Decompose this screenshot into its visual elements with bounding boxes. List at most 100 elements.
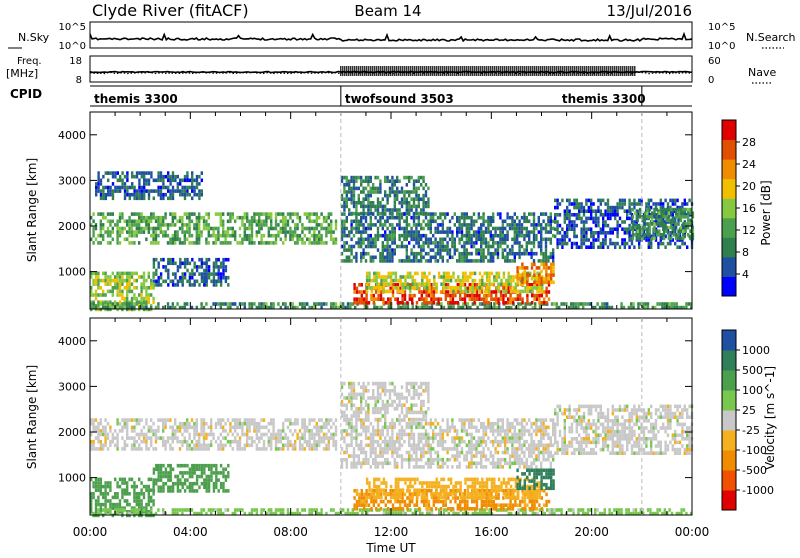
heatmap-cell: [251, 444, 253, 448]
heatmap-cell: [396, 194, 398, 198]
heatmap-cell: [210, 444, 212, 448]
heatmap-cell: [400, 290, 402, 294]
heatmap-cell: [186, 422, 188, 426]
heatmap-cell: [487, 241, 489, 245]
heatmap-cell: [107, 227, 109, 231]
heatmap-cell: [186, 227, 188, 231]
heatmap-cell: [145, 302, 147, 306]
heatmap-cell: [362, 227, 364, 231]
heatmap-cell: [650, 242, 652, 246]
heatmap-cell: [568, 224, 570, 228]
heatmap-cell: [172, 179, 174, 183]
heatmap-cell: [133, 429, 135, 433]
heatmap-cell: [299, 234, 301, 238]
heatmap-cell: [224, 422, 226, 426]
heatmap-cell: [170, 262, 172, 266]
heatmap-cell: [198, 220, 200, 224]
heatmap-cell: [466, 234, 468, 238]
heatmap-cell: [275, 234, 277, 238]
heatmap-cell: [284, 223, 286, 227]
heatmap-cell: [409, 272, 411, 276]
heatmap-cell: [521, 301, 523, 305]
heatmap-cell: [313, 440, 315, 444]
heatmap-cell: [181, 444, 183, 448]
heatmap-cell: [126, 282, 128, 286]
heatmap-cell: [461, 223, 463, 227]
heatmap-cell: [220, 265, 222, 269]
heatmap-cell: [92, 447, 94, 451]
heatmap-cell: [596, 302, 598, 306]
heatmap-cell: [95, 418, 97, 422]
heatmap-cell: [505, 282, 507, 286]
heatmap-cell: [389, 187, 391, 191]
heatmap-cell: [152, 282, 154, 286]
heatmap-cell: [437, 223, 439, 227]
heatmap-cell: [184, 197, 186, 201]
heatmap-cell: [485, 227, 487, 231]
heatmap-cell: [222, 262, 224, 266]
heatmap-cell: [367, 176, 369, 180]
heatmap-cell: [203, 269, 205, 273]
heatmap-cell: [432, 241, 434, 245]
heatmap-cell: [136, 496, 138, 500]
heatmap-cell: [385, 290, 387, 294]
heatmap-cell: [263, 220, 265, 224]
heatmap-cell: [140, 429, 142, 433]
heatmap-cell: [292, 220, 294, 224]
heatmap-cell: [325, 216, 327, 220]
heatmap-cell: [229, 212, 231, 216]
heatmap-cell: [479, 302, 481, 306]
heatmap-cell: [263, 212, 265, 216]
heatmap-cell: [109, 426, 111, 430]
heatmap-cell: [388, 272, 390, 276]
heatmap-cell: [428, 286, 430, 290]
heatmap-cell: [275, 212, 277, 216]
heatmap-cell: [246, 433, 248, 437]
heatmap-cell: [186, 186, 188, 190]
heatmap-cell: [621, 220, 623, 224]
heatmap-cell: [430, 212, 432, 216]
heatmap-cell: [208, 478, 210, 482]
heatmap-cell: [284, 436, 286, 440]
heatmap-cell: [92, 272, 94, 276]
heatmap-cell: [205, 223, 207, 227]
heatmap-cell: [128, 302, 130, 306]
heatmap-cell: [590, 213, 592, 217]
heatmap-cell: [470, 259, 472, 263]
heatmap-cell: [449, 301, 451, 305]
heatmap-cell: [330, 238, 332, 242]
heatmap-cell: [524, 270, 526, 274]
heatmap-cell: [198, 212, 200, 216]
heatmap-cell: [304, 212, 306, 216]
heatmap-cell: [481, 286, 483, 290]
heatmap-cell: [210, 422, 212, 426]
heatmap-cell: [571, 213, 573, 217]
heatmap-cell: [448, 275, 450, 279]
heatmap-cell: [213, 471, 215, 475]
heatmap-cell: [413, 223, 415, 227]
heatmap-cell: [116, 422, 118, 426]
heatmap-cell: [174, 241, 176, 245]
heatmap-cell: [100, 227, 102, 231]
heatmap-cell: [133, 508, 135, 512]
heatmap-cell: [566, 242, 568, 246]
heatmap-cell: [498, 286, 500, 290]
heatmap-cell: [109, 429, 111, 433]
heatmap-cell: [428, 290, 430, 294]
heatmap-cell: [188, 433, 190, 437]
heatmap-cell: [519, 277, 521, 281]
heatmap-cell: [442, 220, 444, 224]
heatmap-cell: [426, 282, 428, 286]
heatmap-cell: [438, 275, 440, 279]
heatmap-cell: [167, 189, 169, 193]
heatmap-cell: [571, 245, 573, 249]
heatmap-cell: [675, 211, 677, 215]
heatmap-cell: [384, 223, 386, 227]
heatmap-cell: [668, 208, 670, 212]
heatmap-cell: [196, 426, 198, 430]
heatmap-cell: [241, 302, 243, 306]
heatmap-cell: [282, 216, 284, 220]
heatmap-cell: [114, 503, 116, 507]
heatmap-cell: [633, 202, 635, 206]
heatmap-cell: [482, 241, 484, 245]
